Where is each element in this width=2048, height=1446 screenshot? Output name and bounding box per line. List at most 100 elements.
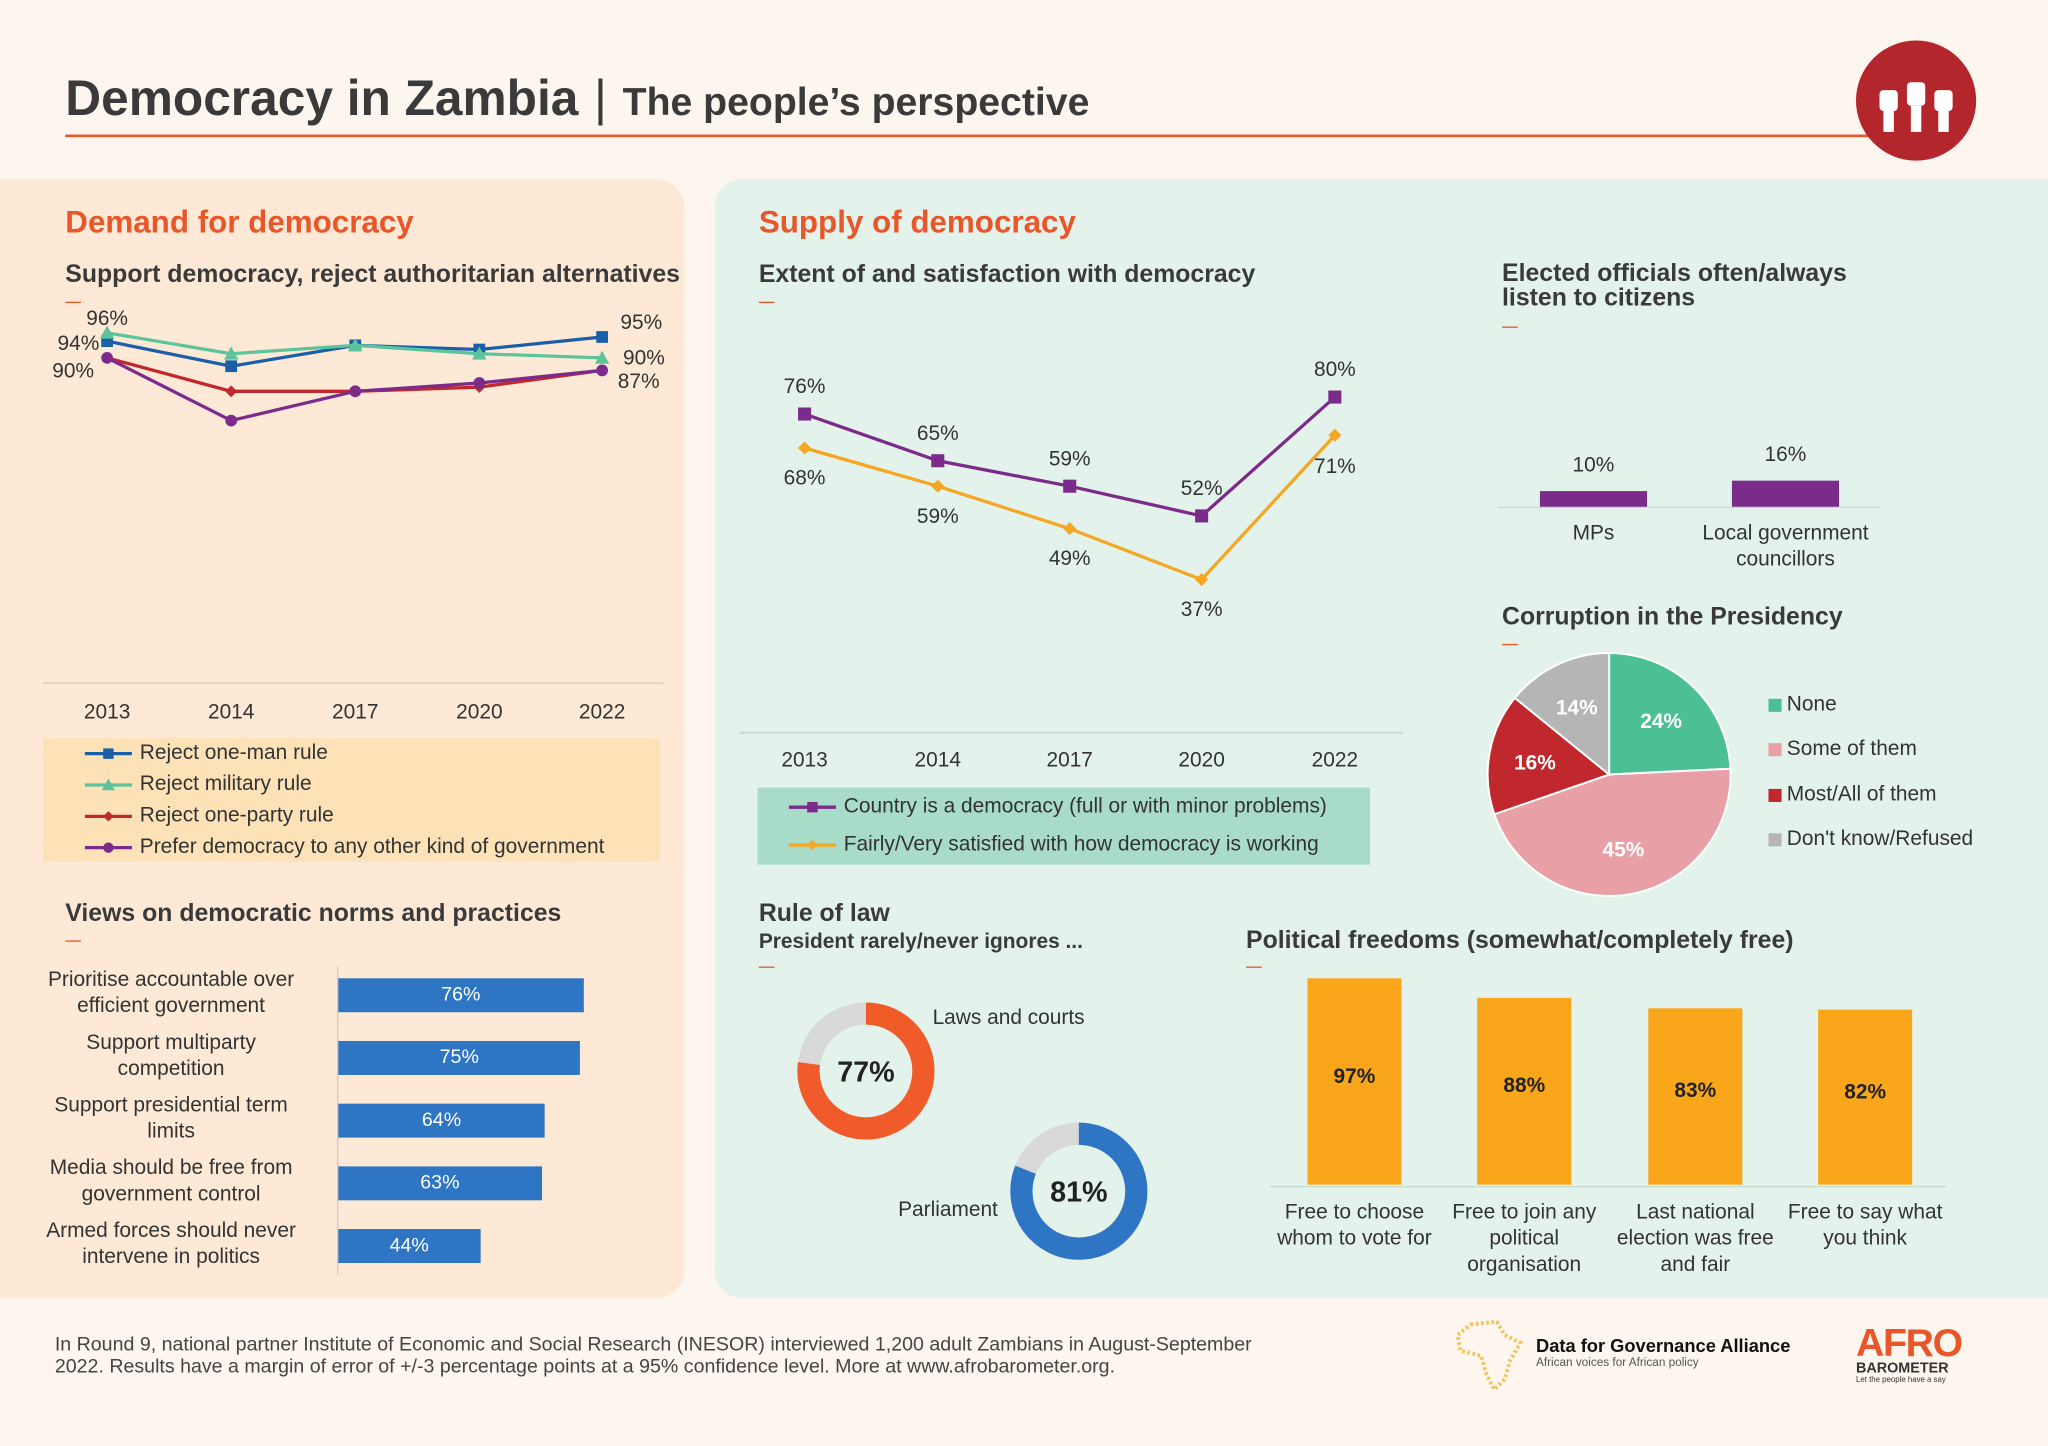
circle-marker [349, 385, 362, 398]
bar: 63% [338, 1166, 542, 1201]
x-tick-label: 2022 [1312, 749, 1358, 772]
circle-marker [101, 351, 113, 364]
legend-swatch [84, 778, 132, 791]
page-title: Democracy in Zambia | The people’s perspec… [65, 72, 1089, 128]
africa-map-logo [1455, 1319, 1524, 1393]
data-label: 94% [57, 332, 99, 355]
label-line: Support presidential term [54, 1094, 288, 1117]
x-tick-label: 2017 [332, 700, 378, 723]
y-axis-line [336, 966, 339, 1275]
support-chart-title: Support democracy, reject authoritarian … [65, 261, 680, 289]
demand-heading: Demand for democracy [65, 205, 414, 241]
label-line: Free to say what [1787, 1201, 1943, 1224]
title-accent [65, 940, 81, 942]
data-label: 87% [618, 370, 660, 393]
supply-heading: Supply of democracy [758, 205, 1076, 241]
legend-swatch [1768, 743, 1782, 757]
donut-label: Parliament [898, 1198, 998, 1221]
title-line: listen to citizens [1502, 284, 1696, 313]
data-label: 59% [917, 505, 959, 528]
data-label: 82% [1844, 1081, 1887, 1104]
bar-category-label: Free to say what you think [1776, 1200, 1954, 1252]
label-line: Free to join any [1452, 1201, 1597, 1224]
square-marker [1063, 479, 1077, 493]
bar-category-label: Last national election was free and fair [1607, 1200, 1785, 1278]
label-line: efficient government [77, 995, 265, 1018]
label-line: Media should be free from [49, 1157, 293, 1180]
data-label: 96% [86, 307, 128, 330]
legend-item: Reject one-man rule [82, 738, 328, 769]
x-tick-label: 2014 [208, 700, 254, 723]
legend-item: Reject one-party rule [82, 801, 334, 832]
legend-item: Don't know/Refused [1768, 828, 1973, 852]
bar [1539, 490, 1648, 507]
title-accent [1502, 326, 1518, 328]
afrobarometer-logo: AFRO [1855, 1321, 1963, 1365]
legend-label: Reject one-man rule [139, 741, 328, 765]
data-label: 49% [1049, 547, 1091, 570]
triangle-marker [99, 325, 115, 339]
data-label: 83% [1674, 1080, 1717, 1103]
data-label: 90% [623, 346, 665, 369]
legend-swatch [788, 801, 836, 813]
extent-legend: Country is a democracy (full or with min… [757, 787, 1371, 865]
square-marker [807, 801, 818, 813]
circle-marker [103, 842, 114, 853]
title-line: Elected officials often/always [1502, 259, 1847, 288]
legend-swatch [1768, 698, 1782, 712]
triangle-marker [101, 778, 115, 791]
data-label: 95% [620, 311, 662, 334]
bar [1307, 978, 1402, 1185]
square-marker [931, 454, 945, 468]
corruption-pie-chart: 24% 45% 16% 14% [1486, 652, 1732, 897]
label-line: limits [147, 1120, 195, 1143]
diamond-marker [1063, 522, 1077, 536]
bar-category-label: Free to choose whom to vote for [1266, 1200, 1444, 1252]
freedoms-chart-title: Political freedoms (somewhat/completely … [1246, 927, 1794, 955]
label-line: organisation [1467, 1253, 1582, 1277]
slice-label: 45% [1603, 838, 1645, 861]
data-label: 59% [1049, 447, 1091, 470]
footer-line: In Round 9, national partner Institute o… [54, 1333, 1252, 1356]
title-accent [1502, 643, 1518, 646]
legend-item: Some of them [1768, 738, 1917, 762]
legend-swatch [1768, 833, 1782, 847]
title-accent [758, 966, 775, 968]
slice-label: 24% [1640, 710, 1682, 733]
circle-marker [473, 377, 486, 389]
extent-chart-title: Extent of and satisfaction with democrac… [758, 261, 1256, 289]
diamond-marker [798, 441, 812, 455]
triangle-marker [223, 346, 239, 360]
afrobarometer-sub: BAROMETER [1855, 1360, 1949, 1377]
donut-label: Laws and courts [933, 1006, 1085, 1029]
raised-fists-icon [1855, 40, 1977, 161]
pie-slice-don-t-know-refused [1513, 652, 1611, 777]
slice-label: 16% [1514, 751, 1556, 774]
bar [1818, 1010, 1913, 1185]
label-line: Local government [1702, 522, 1869, 545]
title-accent [65, 301, 81, 304]
diamond-marker [931, 479, 945, 493]
square-marker [1195, 509, 1209, 523]
x-tick-label: 2013 [781, 749, 827, 772]
data-label: 90% [52, 359, 94, 382]
legend-swatch [84, 811, 132, 822]
title-subtitle: The people’s perspective [622, 80, 1090, 125]
square-marker [1328, 390, 1342, 404]
legend-label: None [1786, 693, 1837, 716]
x-tick-label: 2022 [579, 700, 625, 723]
header-rule [65, 134, 1881, 138]
label-line: councillors [1736, 548, 1835, 571]
legend-swatch [84, 842, 132, 853]
legend-swatch [788, 839, 836, 851]
label-line: Last national [1636, 1201, 1755, 1224]
square-marker [103, 748, 114, 759]
footer-note: In Round 9, national partner Institute o… [55, 1334, 1361, 1378]
pie-slice-none [1608, 652, 1732, 776]
d4g-name: Data for Governance Alliance [1535, 1334, 1791, 1356]
legend-item: Fairly/Very satisfied with how democracy… [786, 829, 1319, 860]
data-label: 71% [1314, 455, 1356, 478]
legend-label: Don't know/Refused [1786, 827, 1974, 851]
bar-category-label: Armed forces should never intervene in po… [26, 1219, 316, 1271]
